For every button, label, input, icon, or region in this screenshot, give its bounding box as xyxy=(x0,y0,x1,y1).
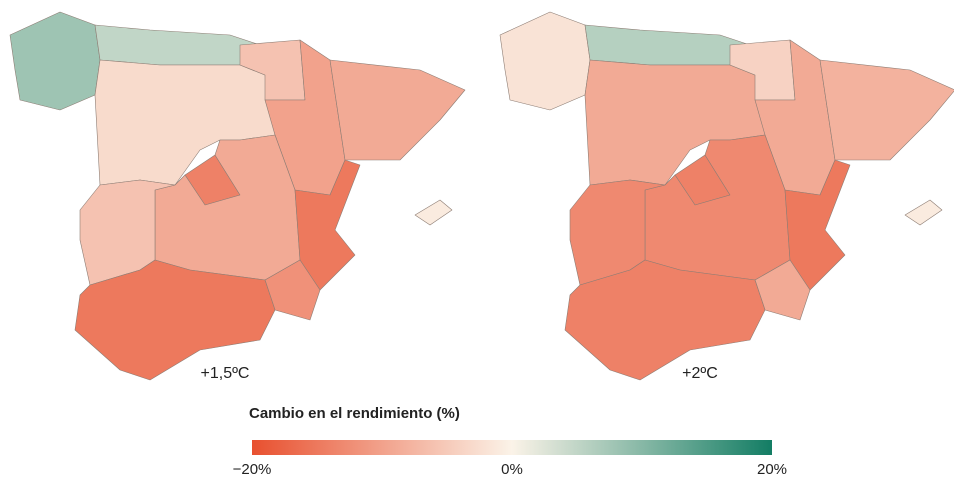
region xyxy=(329,59,466,161)
region xyxy=(569,179,666,286)
region xyxy=(904,199,943,226)
region xyxy=(414,199,453,226)
legend-title: Cambio en el rendimiento (%) xyxy=(249,405,460,422)
tick-label: −20% xyxy=(233,461,272,478)
region xyxy=(79,179,176,286)
region xyxy=(74,259,276,381)
map-label: +1,5ºC xyxy=(201,365,250,382)
region xyxy=(9,11,101,111)
colorbar xyxy=(252,440,772,455)
map: +2ºC xyxy=(499,11,954,382)
region xyxy=(499,11,591,111)
region xyxy=(819,59,954,161)
tick-label: 0% xyxy=(501,461,523,478)
map: +1,5ºC xyxy=(9,11,466,382)
region xyxy=(564,259,766,381)
region xyxy=(584,24,751,66)
map-label: +2ºC xyxy=(682,365,718,382)
region xyxy=(94,24,261,66)
tick-label: 20% xyxy=(757,461,787,478)
